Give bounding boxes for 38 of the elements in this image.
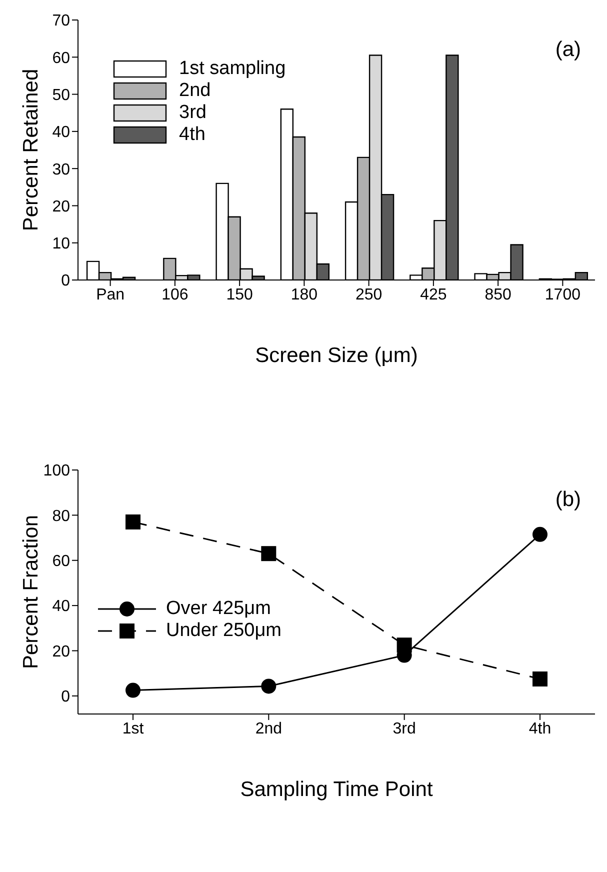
y-tick-label: 20 — [52, 198, 70, 216]
y-tick-label: 60 — [52, 553, 70, 570]
legend-label: 1st sampling — [179, 58, 286, 80]
legend-label: 2nd — [179, 80, 211, 102]
x-tick-label: Pan — [96, 286, 125, 304]
legend-label: Under 250μm — [166, 620, 282, 642]
y-tick-label: 60 — [52, 50, 70, 67]
x-tick-label: 1st — [122, 720, 144, 738]
y-tick-label: 10 — [52, 236, 70, 253]
x-tick-label: 2nd — [255, 720, 282, 738]
annotation: (b) — [555, 488, 581, 512]
x-tick-label: 4th — [528, 720, 552, 738]
y-tick-label: 40 — [52, 598, 70, 616]
x-tick-label: 850 — [484, 286, 512, 304]
y-tick-label: 50 — [52, 86, 70, 104]
y-tick-label: 20 — [52, 643, 70, 660]
y-tick-label: 70 — [52, 12, 70, 30]
legend-label: 3rd — [179, 102, 206, 124]
y-axis-title: Percent Fraction — [19, 514, 42, 670]
y-tick-label: 0 — [61, 688, 70, 706]
y-axis-title: Percent Retained — [19, 68, 42, 232]
x-axis-title: Sampling Time Point — [240, 778, 433, 801]
y-tick-label: 40 — [52, 124, 70, 142]
y-tick-label: 100 — [43, 462, 70, 480]
legend-label: 4th — [179, 124, 206, 146]
annotation: (a) — [555, 38, 581, 62]
y-tick-label: 30 — [52, 161, 70, 178]
x-tick-label: 3rd — [392, 720, 416, 738]
y-tick-label: 0 — [61, 272, 70, 290]
x-tick-label: 150 — [226, 286, 254, 304]
x-axis-title: Screen Size (μm) — [255, 344, 418, 367]
y-tick-label: 80 — [52, 508, 70, 525]
x-tick-label: 180 — [290, 286, 318, 304]
x-tick-label: 106 — [162, 286, 188, 304]
x-tick-label: 425 — [420, 286, 447, 304]
x-tick-label: 250 — [355, 286, 382, 304]
x-tick-label: 1700 — [544, 286, 581, 304]
legend-label: Over 425μm — [166, 598, 271, 620]
